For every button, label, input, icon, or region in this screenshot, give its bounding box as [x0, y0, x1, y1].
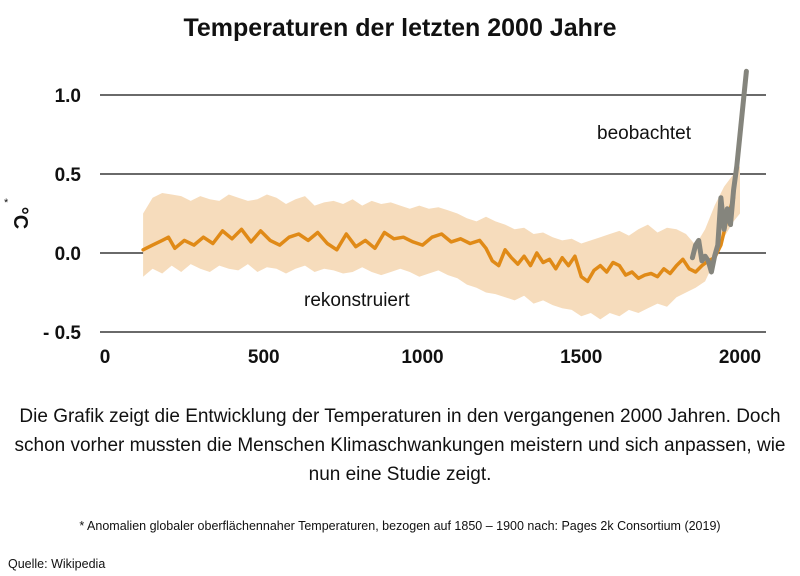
y-tick-label: - 0.5 — [43, 323, 81, 344]
series-layer — [141, 68, 749, 284]
footnote: * Anomalien globaler oberflächennaher Te… — [79, 519, 721, 533]
series-line-observed — [689, 68, 749, 275]
uncertainty-band-layer — [143, 166, 741, 320]
source-note: Quelle: Wikipedia — [8, 557, 106, 571]
x-tick-label: 0 — [100, 347, 111, 368]
x-tick-label: 1500 — [560, 347, 602, 368]
series-line-reconstructed — [141, 195, 736, 284]
x-tick-label: 2000 — [719, 347, 761, 368]
tick-labels: 1.0 0.5 0.0 - 0.5 0 500 1000 1500 2000 °C* — [4, 86, 761, 368]
unit-footnote-marker: * — [4, 197, 9, 209]
chart-caption: Die Grafik zeigt die Entwicklung der Tem… — [14, 406, 786, 485]
y-tick-label: 0.0 — [55, 244, 81, 265]
series-label-observed: beobachtet — [597, 123, 692, 144]
x-tick-label: 1000 — [401, 347, 443, 368]
uncertainty-band — [143, 166, 741, 320]
y-axis-unit-label: °C — [9, 207, 31, 229]
series-labels: rekonstruiert beobachtet — [304, 123, 692, 311]
series-label-reconstructed: rekonstruiert — [304, 290, 410, 311]
x-tick-label: 500 — [248, 347, 280, 368]
y-tick-label: 0.5 — [55, 165, 82, 186]
chart-title: Temperaturen der letzten 2000 Jahre — [183, 14, 617, 42]
y-tick-label: 1.0 — [55, 86, 81, 107]
temperature-chart: 1.0 0.5 0.0 - 0.5 0 500 1000 1500 2000 °C* rekons… — [4, 68, 766, 368]
